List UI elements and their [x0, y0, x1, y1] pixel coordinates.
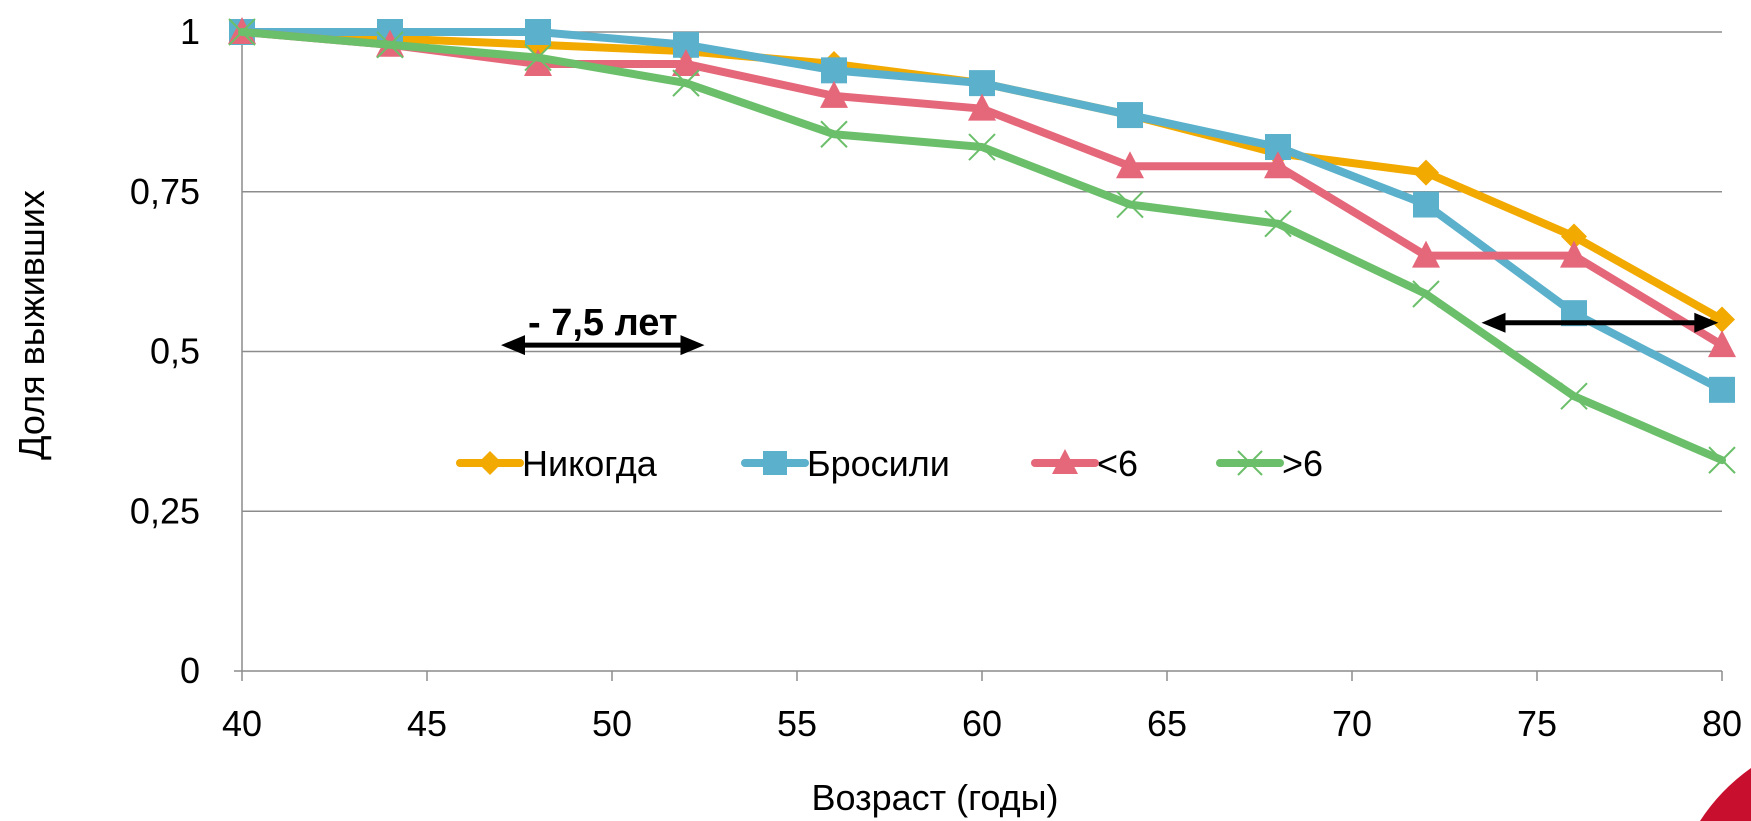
data-point [1116, 151, 1144, 179]
legend-label: <6 [1097, 443, 1138, 484]
data-point [525, 19, 551, 45]
legend-item-3: <6 [1031, 443, 1138, 484]
annotation-1: - 7,5 лет [501, 302, 705, 356]
data-point [672, 48, 700, 76]
data-point [1709, 306, 1735, 333]
data-point [1412, 280, 1440, 308]
x-axis-title: Возраст (годы) [811, 777, 1058, 818]
data-point [376, 31, 404, 59]
data-point [524, 48, 552, 76]
data-point [1561, 223, 1587, 250]
annotation-arrow-head [680, 335, 705, 356]
data-point [1413, 159, 1439, 186]
x-tick-label: 80 [1702, 703, 1742, 744]
data-point [1708, 330, 1736, 358]
data-point [1560, 240, 1588, 268]
corner-decoration [1700, 768, 1751, 821]
axes: 0 0,25 0,5 0,75 1 40 45 50 55 60 65 70 75 80 [130, 11, 1742, 744]
y-tick-label: 0,75 [130, 171, 200, 212]
y-tick-label: 0 [180, 650, 200, 691]
data-point [820, 120, 848, 148]
series-1 [229, 19, 1735, 333]
x-tick-label: 65 [1147, 703, 1187, 744]
data-point [1708, 446, 1736, 474]
annotations: - 7,5 лет [501, 302, 1719, 356]
x-tick-label: 75 [1517, 703, 1557, 744]
legend-item-2: Бросили [741, 443, 950, 484]
annotation-arrow-head [1694, 312, 1719, 333]
annotation-arrow-head [501, 335, 525, 356]
legend-swatch-marker [1052, 449, 1078, 474]
series-4 [228, 18, 1736, 474]
data-point [968, 133, 996, 161]
data-point [1117, 102, 1143, 129]
legend-swatch-marker [1237, 450, 1263, 476]
legend-label: Никогда [522, 443, 658, 484]
data-point [1264, 151, 1292, 179]
data-point [672, 69, 700, 97]
legend-swatch-marker [763, 451, 787, 475]
x-tick-label: 50 [592, 703, 632, 744]
legend: Никогда Бросили <6 >6 [456, 443, 1323, 484]
data-point [1116, 190, 1144, 219]
y-axis-title: Доля выживших [11, 190, 52, 460]
series-3 [228, 17, 1736, 358]
data-point [1709, 376, 1735, 403]
data-point [1560, 382, 1588, 410]
data-point [968, 93, 996, 121]
data-point [1412, 240, 1440, 268]
x-tick-label: 55 [777, 703, 817, 744]
legend-item-1: Никогда [456, 443, 658, 484]
annotation-label: - 7,5 лет [528, 302, 677, 344]
x-tick-label: 45 [407, 703, 447, 744]
data-point [228, 18, 256, 46]
data-series [228, 17, 1736, 474]
x-tick-label: 70 [1332, 703, 1372, 744]
data-point [821, 57, 847, 84]
y-tick-label: 0,25 [130, 490, 200, 531]
data-point [1264, 209, 1292, 238]
data-point [820, 80, 848, 108]
x-tick-label: 40 [222, 703, 262, 744]
legend-swatch-marker [478, 451, 502, 475]
legend-label: Бросили [807, 443, 950, 484]
annotation-arrow-head [1481, 312, 1506, 333]
legend-item-4: >6 [1216, 443, 1323, 484]
y-tick-label: 0,5 [150, 331, 200, 372]
data-point [1413, 191, 1439, 218]
legend-label: >6 [1282, 443, 1323, 484]
annotation-2 [1481, 312, 1719, 333]
x-tick-label: 60 [962, 703, 1002, 744]
data-point [969, 70, 995, 97]
y-tick-label: 1 [180, 11, 200, 52]
data-point [524, 43, 552, 72]
